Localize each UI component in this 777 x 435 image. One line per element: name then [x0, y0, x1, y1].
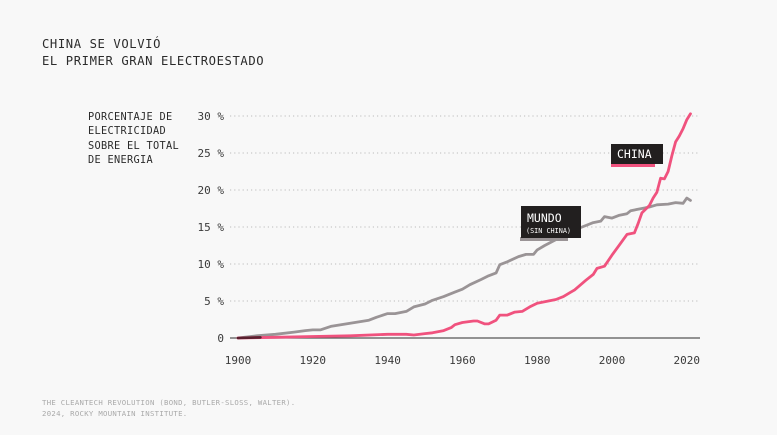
label-china-box	[611, 144, 663, 164]
y-tick-label-30: 30 %	[198, 110, 225, 123]
label-mundo-box	[521, 206, 581, 238]
title-line-2: EL PRIMER GRAN ELECTROESTADO	[42, 54, 265, 68]
y-tick-label-5: 5 %	[204, 295, 224, 308]
x-tick-label-1960: 1960	[449, 354, 476, 367]
y-tick-label-20: 20 %	[198, 184, 225, 197]
source-note: THE CLEANTECH REVOLUTION (BOND, BUTLER-S…	[42, 398, 295, 419]
x-axis-ticks: 1900 1920 1940 1960 1980 2000 2020	[225, 354, 700, 367]
label-china-underline	[611, 162, 655, 167]
x-tick-label-2000: 2000	[599, 354, 626, 367]
title-line-1: CHINA SE VOLVIÓ	[42, 37, 162, 51]
series-origin-overlap	[236, 336, 262, 340]
y-axis-ticks: 0 5 % 10 % 15 % 20 % 25 % 30 %	[198, 110, 225, 345]
grid	[230, 115, 700, 302]
x-tick-label-1920: 1920	[300, 354, 327, 367]
series-group	[236, 112, 692, 340]
source-line-2: 2024, ROCKY MOUNTAIN INSTITUTE.	[42, 408, 188, 418]
label-mundo-subtext: (SIN CHINA)	[526, 227, 571, 235]
chart-title: CHINA SE VOLVIÓ EL PRIMER GRAN ELECTROES…	[42, 36, 264, 70]
label-mundo: MUNDO (SIN CHINA)	[520, 206, 581, 241]
x-tick-label-1940: 1940	[374, 354, 401, 367]
series-line-mundo	[236, 196, 692, 340]
series-labels: MUNDO (SIN CHINA) CHINA	[520, 144, 663, 241]
label-china: CHINA	[611, 144, 663, 167]
x-tick-label-2020: 2020	[674, 354, 701, 367]
y-axis-label: PORCENTAJE DE ELECTRICIDAD SOBRE EL TOTA…	[88, 110, 179, 167]
y-tick-label-0: 0	[217, 332, 224, 345]
y-axis-label-line-2: ELECTRICIDAD	[88, 125, 166, 138]
y-axis-label-line-3: SOBRE EL TOTAL	[88, 139, 179, 152]
y-tick-label-10: 10 %	[198, 258, 225, 271]
label-mundo-text: MUNDO	[527, 211, 562, 225]
y-tick-label-25: 25 %	[198, 147, 225, 160]
y-axis-label-line-4: DE ENERGIA	[88, 153, 153, 166]
x-tick-label-1980: 1980	[524, 354, 551, 367]
source-line-1: THE CLEANTECH REVOLUTION (BOND, BUTLER-S…	[42, 398, 296, 407]
series-line-china	[236, 112, 692, 340]
x-tick-label-1900: 1900	[225, 354, 252, 367]
label-mundo-underline	[520, 237, 568, 241]
label-china-text: CHINA	[617, 147, 652, 161]
y-axis-label-line-1: PORCENTAJE DE	[88, 111, 173, 123]
y-tick-label-15: 15 %	[198, 221, 225, 234]
